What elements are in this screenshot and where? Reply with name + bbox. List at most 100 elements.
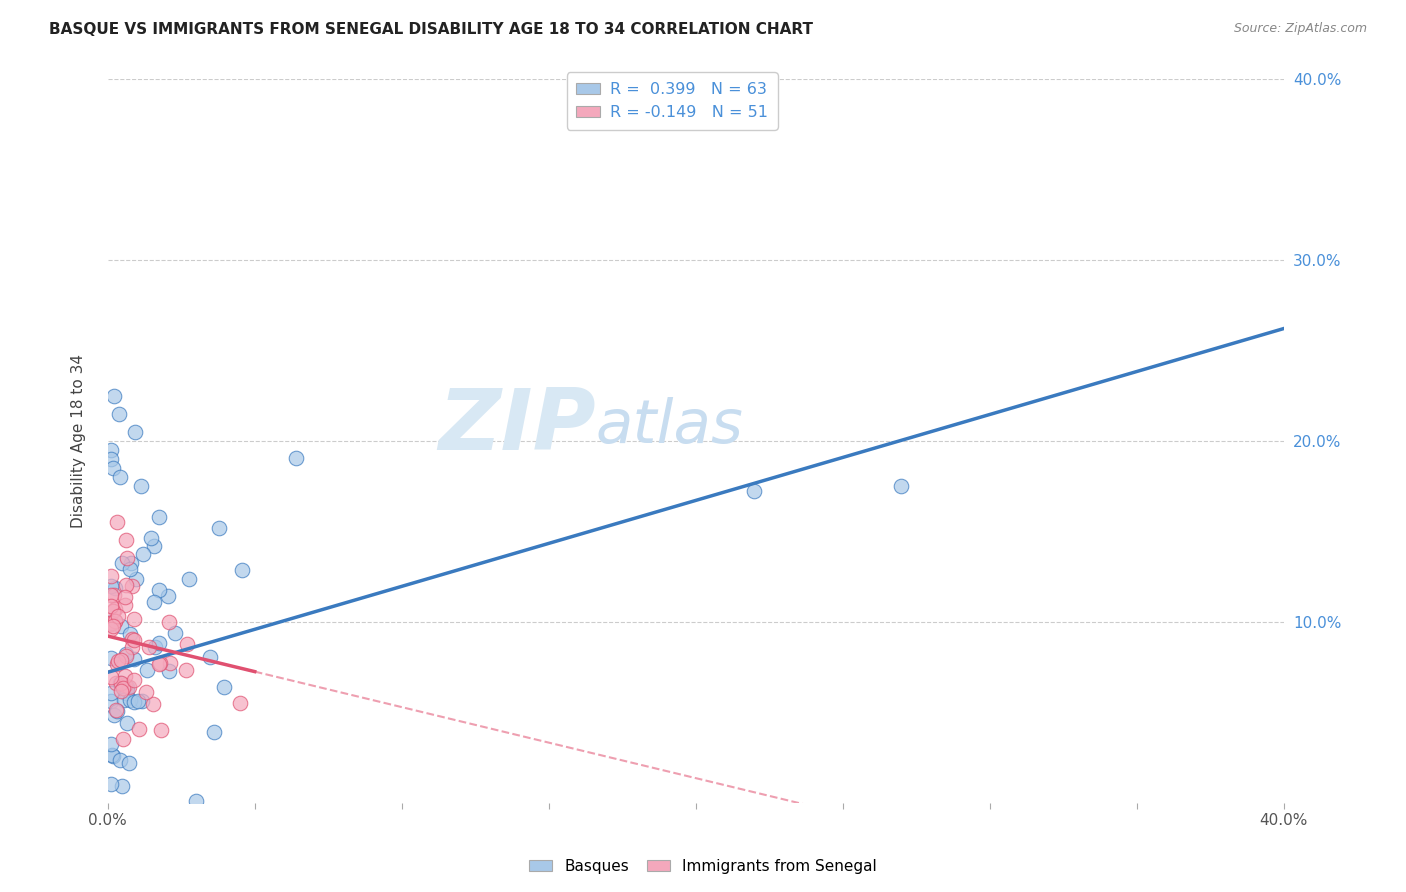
Point (104, 615, 127, 629)
Point (100, 615, 122, 630)
Point (100, 451, 122, 466)
Point (115, 683, 138, 698)
Point (115, 551, 138, 566)
Point (174, 663, 197, 677)
Point (114, 591, 136, 605)
Point (100, 588, 122, 602)
Point (101, 604, 124, 618)
Point (105, 676, 128, 690)
Point (131, 693, 153, 707)
Point (115, 715, 138, 730)
Point (157, 615, 180, 629)
Text: BASQUE VS IMMIGRANTS FROM SENEGAL DISABILITY AGE 18 TO 34 CORRELATION CHART: BASQUE VS IMMIGRANTS FROM SENEGAL DISABI… (49, 22, 813, 37)
Point (118, 562, 141, 576)
Point (127, 694, 149, 708)
Point (115, 578, 138, 592)
Point (890, 479, 912, 493)
Point (132, 548, 155, 562)
Point (115, 686, 138, 700)
Point (157, 665, 180, 679)
Point (198, 650, 221, 665)
Text: ZIP: ZIP (439, 384, 596, 467)
Point (143, 640, 166, 654)
Point (231, 563, 253, 577)
Point (148, 510, 170, 524)
Point (111, 780, 134, 794)
Point (142, 697, 165, 711)
Point (114, 648, 136, 662)
Point (114, 648, 136, 663)
Point (100, 617, 122, 632)
Point (744, 484, 766, 499)
Point (148, 582, 170, 597)
Point (208, 521, 231, 535)
Point (135, 684, 157, 698)
Legend: R =  0.399   N = 63, R = -0.149   N = 51: R = 0.399 N = 63, R = -0.149 N = 51 (567, 72, 778, 129)
Point (101, 461, 124, 475)
Point (107, 609, 129, 624)
Point (104, 614, 127, 628)
Point (101, 619, 124, 633)
Point (122, 695, 145, 709)
Point (100, 569, 122, 583)
Point (122, 651, 145, 665)
Point (148, 636, 170, 650)
Point (118, 693, 141, 707)
Point (108, 752, 131, 766)
Point (111, 557, 134, 571)
Point (110, 683, 132, 698)
Point (139, 532, 162, 546)
Point (100, 622, 122, 636)
Point (148, 657, 170, 672)
Point (103, 708, 125, 723)
Point (284, 451, 307, 466)
Point (229, 696, 252, 710)
Point (149, 723, 172, 737)
Point (212, 680, 235, 694)
Point (120, 627, 142, 641)
Point (118, 756, 141, 770)
Point (100, 777, 122, 791)
Point (202, 725, 225, 739)
Point (101, 748, 124, 763)
Point (100, 442, 122, 457)
Point (110, 675, 132, 690)
Point (100, 651, 122, 665)
Point (118, 680, 141, 694)
Point (125, 572, 148, 586)
Point (110, 653, 132, 667)
Point (165, 625, 187, 640)
Point (105, 657, 128, 671)
Point (143, 595, 166, 609)
Point (110, 675, 132, 690)
Point (108, 470, 131, 484)
Y-axis label: Disability Age 18 to 34: Disability Age 18 to 34 (72, 354, 86, 528)
Point (100, 694, 122, 708)
Text: Source: ZipAtlas.com: Source: ZipAtlas.com (1233, 22, 1367, 36)
Point (103, 587, 125, 601)
Point (124, 425, 146, 439)
Point (107, 654, 129, 668)
Point (186, 794, 208, 808)
Point (143, 539, 166, 553)
Point (111, 731, 134, 746)
Point (176, 637, 198, 651)
Legend: Basques, Immigrants from Senegal: Basques, Immigrants from Senegal (523, 853, 883, 880)
Point (121, 640, 143, 654)
Point (138, 640, 160, 655)
Point (122, 673, 145, 687)
Point (100, 599, 122, 614)
Point (101, 747, 124, 762)
Point (100, 615, 122, 629)
Point (115, 680, 138, 694)
Point (124, 612, 146, 626)
Point (114, 598, 136, 612)
Point (103, 388, 125, 402)
Point (120, 556, 142, 570)
Point (100, 738, 122, 752)
Point (112, 681, 135, 695)
Point (115, 533, 138, 548)
Point (112, 693, 135, 707)
Point (107, 407, 129, 421)
Point (114, 678, 136, 692)
